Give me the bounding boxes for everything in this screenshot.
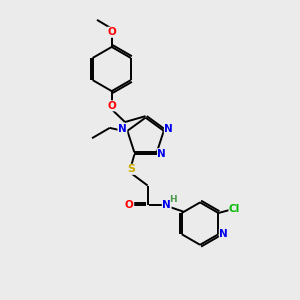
- Text: O: O: [125, 200, 134, 210]
- Text: S: S: [128, 164, 135, 174]
- Text: O: O: [107, 27, 116, 37]
- Text: N: N: [162, 200, 171, 210]
- Text: H: H: [169, 195, 177, 204]
- Text: Cl: Cl: [229, 204, 240, 214]
- Text: N: N: [164, 124, 173, 134]
- Text: N: N: [219, 229, 228, 239]
- Text: N: N: [118, 124, 127, 134]
- Text: O: O: [107, 101, 116, 111]
- Text: N: N: [158, 149, 166, 159]
